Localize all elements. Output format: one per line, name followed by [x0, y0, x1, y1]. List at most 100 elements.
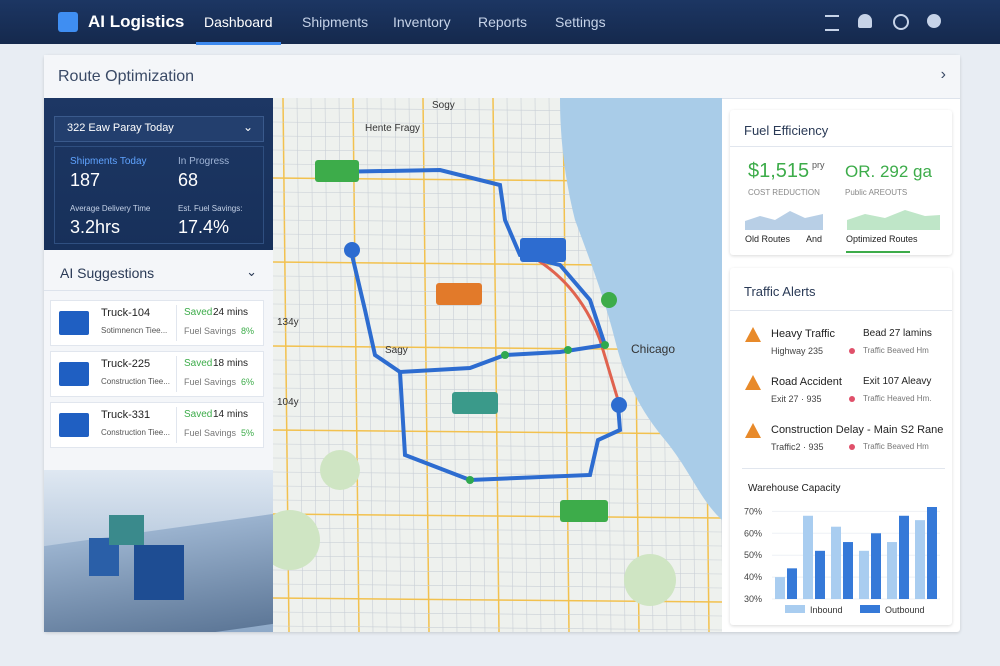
nav-item[interactable]: Settings: [555, 14, 606, 30]
saved-value: 24 mins: [213, 307, 249, 318]
expand-arrow[interactable]: ›: [940, 66, 946, 83]
street: [324, 98, 332, 632]
truck[interactable]: [315, 160, 359, 182]
truck[interactable]: [520, 238, 566, 262]
truck-name: Truck-104: [101, 307, 151, 319]
bar: [831, 526, 841, 599]
nav-item[interactable]: Shipments: [302, 14, 369, 30]
bell-icon[interactable]: [858, 14, 872, 28]
pin[interactable]: [611, 397, 627, 413]
alert-title: Construction Delay - Main S2 Rane: [771, 424, 944, 436]
divider: [176, 305, 177, 341]
street: [273, 541, 722, 547]
pin[interactable]: [344, 242, 360, 258]
cost-unit: pry: [812, 160, 825, 170]
street: [273, 527, 722, 533]
y-tick-label: 40%: [744, 572, 762, 582]
settings-icon[interactable]: [927, 14, 941, 28]
nav-item[interactable]: Dashboard: [196, 0, 281, 45]
truck-icon: [59, 311, 89, 335]
bar: [787, 568, 797, 599]
street: [548, 98, 556, 632]
map-label: Chicago: [631, 342, 675, 356]
street: [273, 499, 722, 505]
stats-box: [54, 146, 264, 244]
fuel-value: 8%: [241, 326, 255, 336]
fuel-label: Fuel Savings: [184, 428, 237, 438]
street: [562, 98, 570, 632]
alert-title: Heavy Traffic: [771, 328, 835, 340]
alert-dot: [849, 348, 855, 354]
power-icon[interactable]: [893, 14, 909, 30]
panel-title: Route Optimization: [58, 68, 195, 85]
map-label: Hente Fragy: [365, 123, 420, 134]
legend-swatch: [860, 605, 880, 613]
alert-item[interactable]: Road Accident Exit 27 · 935 Exit 107 Aleav…: [745, 373, 945, 417]
summary-dropdown[interactable]: 322 Eaw Paray Today ⌄: [54, 116, 264, 142]
saved-label: Saved: [184, 409, 213, 420]
legend-label: Outbound: [885, 605, 925, 615]
street: [450, 98, 458, 632]
nav-item[interactable]: Inventory: [393, 14, 451, 30]
saved-label: Saved: [184, 358, 213, 369]
stat-label: Average Delivery Time: [70, 204, 151, 213]
street: [464, 98, 472, 632]
bar: [843, 542, 853, 599]
map-label: 134y: [277, 317, 299, 328]
stat-value: 17.4%: [178, 217, 230, 237]
divider: [176, 356, 177, 392]
bar: [915, 520, 925, 599]
suggestion-item[interactable]: Truck-225 Construction Tiee... Saved 18 min…: [50, 351, 264, 397]
panel-header: Route Optimization ›: [44, 55, 960, 99]
street: [273, 625, 722, 631]
truck-icon: [59, 413, 89, 437]
alert-right-detail: Traffic Heaved Hm.: [863, 394, 932, 403]
bar: [899, 515, 909, 599]
alert-item[interactable]: Heavy Traffic Highway 235 Bead 27 lamins Tr…: [745, 325, 945, 369]
truck[interactable]: [560, 500, 608, 522]
bar: [887, 542, 897, 599]
park: [320, 450, 360, 490]
street: [273, 429, 722, 435]
legend-label: Inbound: [810, 605, 843, 615]
menu-icon[interactable]: [825, 15, 839, 31]
fuel-card: Fuel Efficiency $1,515 pry COST REDUCTIO…: [730, 110, 952, 255]
divider: [742, 468, 945, 469]
legend-swatch: [785, 605, 805, 613]
saved-label: Saved: [184, 307, 213, 318]
park: [624, 554, 676, 606]
bar: [803, 515, 813, 599]
street: [422, 98, 430, 632]
route-map[interactable]: Sogy Hente Fragy Chicago 134y Sagy 104y: [273, 98, 722, 632]
brand: AI Logistics: [88, 12, 185, 31]
truck-detail: Construction Tiee...: [101, 428, 170, 437]
truck[interactable]: [436, 283, 482, 305]
alert-right-detail: Traffic Beaved Hm: [863, 346, 929, 355]
stat-value: 187: [70, 170, 101, 190]
alert-detail: Traffic2 · 935: [771, 442, 824, 452]
divider: [176, 407, 177, 443]
nav-item[interactable]: Reports: [478, 14, 528, 30]
pin[interactable]: [601, 292, 617, 308]
nav-bar: AI Logistics Dashboard Shipments Inventory…: [0, 0, 1000, 45]
saved-value: 14 mins: [213, 409, 249, 420]
alert-right-title: Bead 27 lamins: [863, 328, 932, 339]
park: [273, 510, 320, 570]
suggestion-item[interactable]: Truck-104 Sotimnencn Tiee... Saved 24 mins F…: [50, 300, 264, 346]
bar: [927, 507, 937, 599]
stat-value: 68: [178, 170, 199, 190]
truck[interactable]: [452, 392, 498, 414]
alert-detail: Exit 27 · 935: [771, 394, 822, 404]
optimized-routes: Optimized Routes: [846, 234, 918, 244]
suggestion-item[interactable]: Truck-331 Construction Tiee... Saved 14 min…: [50, 402, 264, 448]
warning-icon: [745, 327, 761, 342]
stat-label: In Progress: [178, 156, 230, 167]
truck-name: Truck-225: [101, 358, 151, 370]
alert-item[interactable]: Construction Delay - Main S2 Rane Traffic…: [745, 421, 945, 465]
gallons-label: Public AREOUTS: [845, 188, 908, 197]
fuel-label: Fuel Savings: [184, 326, 237, 336]
warning-icon: [745, 375, 761, 390]
saved-value: 18 mins: [213, 358, 249, 369]
street: [273, 513, 722, 519]
